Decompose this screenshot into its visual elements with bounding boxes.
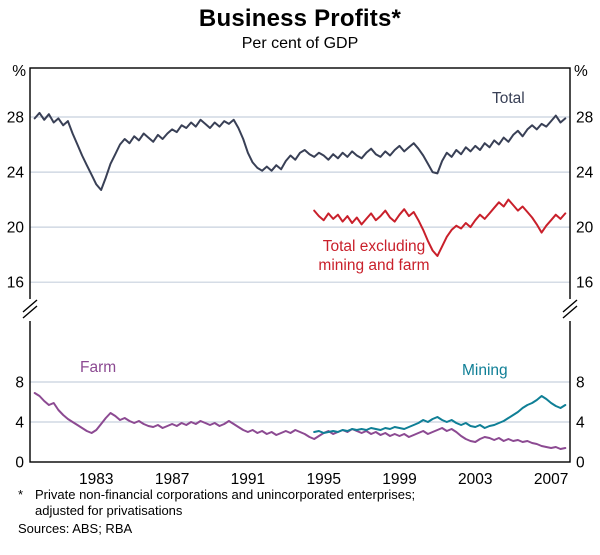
x-tick-label: 1991	[231, 471, 265, 488]
footnote: * Private non-financial corporations and…	[18, 487, 415, 519]
sources-line: Sources: ABS; RBA	[18, 521, 133, 536]
y-tick-label-left: 8	[15, 375, 24, 392]
footnote-line1: Private non-financial corporations and u…	[35, 487, 416, 502]
y-tick-label-right: 24	[576, 165, 594, 182]
y-tick-label-left: 0	[15, 455, 24, 472]
series-line-mining	[313, 395, 567, 434]
series-label-total-excluding: Total excluding mining and farm	[288, 237, 460, 275]
plot-frame	[29, 67, 571, 463]
axis-break-mark	[22, 299, 38, 313]
series-label-total-excluding-line1: Total excluding	[322, 238, 426, 255]
percent-symbol-left: %	[12, 63, 26, 80]
series-label-mining: Mining	[462, 362, 508, 379]
footnote-marker: *	[18, 487, 24, 502]
x-tick-label: 2007	[534, 471, 568, 488]
y-tick-label-left: 28	[7, 110, 24, 127]
series-line-excl	[313, 198, 567, 257]
y-tick-label-right: 4	[576, 415, 585, 432]
axis-break-mark	[562, 299, 578, 313]
series-label-total-excluding-line2: mining and farm	[318, 257, 430, 274]
footnote-line2: adjusted for privatisations	[35, 503, 183, 518]
footnote-text: Private non-financial corporations and u…	[35, 487, 415, 519]
y-tick-label-left: 24	[7, 165, 25, 182]
axis-break-mark	[22, 305, 38, 319]
series-line-total	[33, 111, 567, 191]
x-tick-label: 1983	[79, 471, 113, 488]
chart-subtitle: Per cent of GDP	[241, 35, 359, 52]
axis-break-mark	[562, 305, 578, 319]
y-tick-label-right: 20	[576, 220, 594, 237]
y-tick-label-right: 28	[576, 110, 593, 127]
y-tick-label-right: 0	[576, 455, 585, 472]
series-label-total: Total	[492, 90, 525, 107]
chart-title: Business Profits*	[198, 5, 402, 32]
y-tick-label-right: 16	[576, 275, 593, 292]
y-tick-label-left: 20	[7, 220, 25, 237]
series-line-farm	[33, 392, 567, 450]
x-tick-label: 1987	[155, 471, 189, 488]
x-tick-label: 2003	[458, 471, 492, 488]
y-tick-label-left: 4	[15, 415, 24, 432]
series-label-farm: Farm	[80, 359, 117, 376]
x-tick-label: 1995	[306, 471, 340, 488]
x-tick-label: 1999	[382, 471, 416, 488]
percent-symbol-right: %	[574, 63, 588, 80]
y-tick-label-left: 16	[7, 275, 24, 292]
y-tick-label-right: 8	[576, 375, 585, 392]
